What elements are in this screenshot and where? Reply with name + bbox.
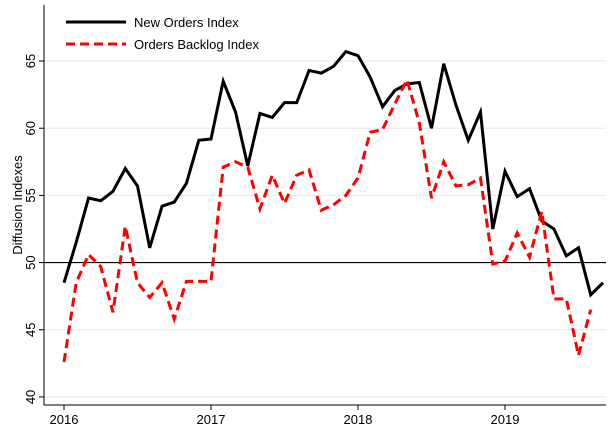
y-tick-label: 50 xyxy=(23,255,38,269)
x-tick-label: 2018 xyxy=(344,412,373,427)
y-tick-label: 45 xyxy=(23,323,38,337)
legend-label: New Orders Index xyxy=(134,15,239,30)
y-tick-label: 65 xyxy=(23,54,38,68)
series-line xyxy=(62,75,593,363)
x-tick-label: 2016 xyxy=(50,412,79,427)
series-line xyxy=(62,49,605,298)
x-tick-label: 2017 xyxy=(197,412,226,427)
legend-label: Orders Backlog Index xyxy=(134,37,260,52)
y-axis-label: Diffusion Indexes xyxy=(10,155,25,255)
x-tick-label: 2019 xyxy=(491,412,520,427)
y-tick-label: 60 xyxy=(23,121,38,135)
y-tick-label: 55 xyxy=(23,188,38,202)
y-tick-label: 40 xyxy=(23,390,38,404)
